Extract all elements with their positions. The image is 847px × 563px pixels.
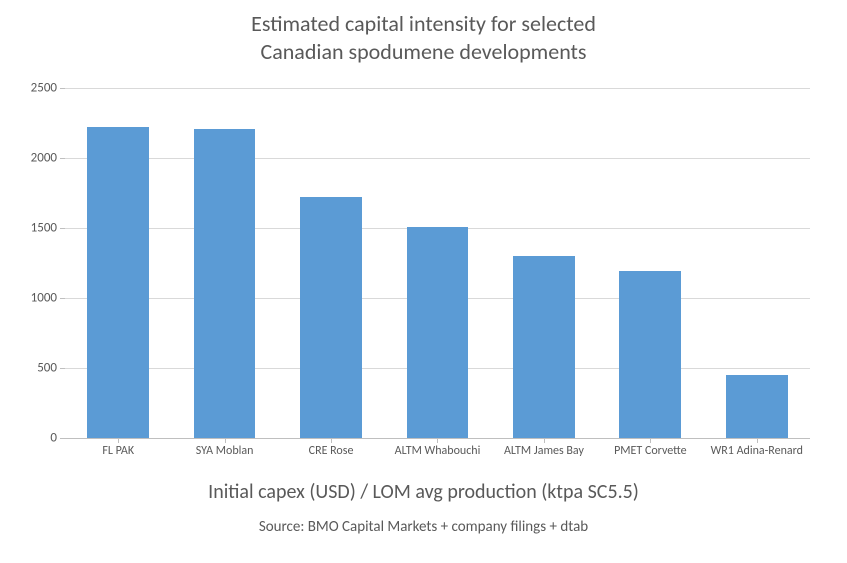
y-tick-label: 2500 <box>0 81 57 96</box>
bar <box>87 127 149 439</box>
bar-slot: PMET Corvette <box>597 88 703 438</box>
bar <box>300 197 362 439</box>
capital-intensity-chart: Estimated capital intensity for selected… <box>0 0 847 563</box>
bar <box>513 256 575 438</box>
y-tick-label: 500 <box>0 361 57 376</box>
bar <box>194 129 256 438</box>
bar-slot: CRE Rose <box>278 88 384 438</box>
bar-slot: WR1 Adina-Renard <box>704 88 810 438</box>
bar <box>726 375 788 438</box>
source-citation: Source: BMO Capital Markets + company fi… <box>0 518 847 536</box>
y-tick-label: 0 <box>0 431 57 446</box>
x-tick-label: WR1 Adina-Renard <box>704 438 810 458</box>
bar-slot: ALTM James Bay <box>491 88 597 438</box>
y-tick-label: 1000 <box>0 291 57 306</box>
x-axis-title: Initial capex (USD) / LOM avg production… <box>0 480 847 504</box>
bar <box>407 227 469 438</box>
x-tick-label: ALTM Whabouchi <box>384 438 490 458</box>
x-tick-label: CRE Rose <box>278 438 384 458</box>
y-tick-label: 1500 <box>0 221 57 236</box>
x-tick-label: PMET Corvette <box>597 438 703 458</box>
bars-container: FL PAKSYA MoblanCRE RoseALTM WhabouchiAL… <box>65 88 810 438</box>
bar-slot: FL PAK <box>65 88 171 438</box>
chart-title-line-2: Canadian spodumene developments <box>260 38 586 65</box>
chart-title: Estimated capital intensity for selected… <box>0 10 847 65</box>
x-tick-label: ALTM James Bay <box>491 438 597 458</box>
plot-area: FL PAKSYA MoblanCRE RoseALTM WhabouchiAL… <box>65 88 810 438</box>
bar <box>619 271 681 438</box>
y-tick-label: 2000 <box>0 151 57 166</box>
bar-slot: ALTM Whabouchi <box>384 88 490 438</box>
x-tick-label: FL PAK <box>65 438 171 458</box>
bar-slot: SYA Moblan <box>171 88 277 438</box>
chart-title-line-1: Estimated capital intensity for selected <box>251 10 596 37</box>
x-tick-label: SYA Moblan <box>171 438 277 458</box>
